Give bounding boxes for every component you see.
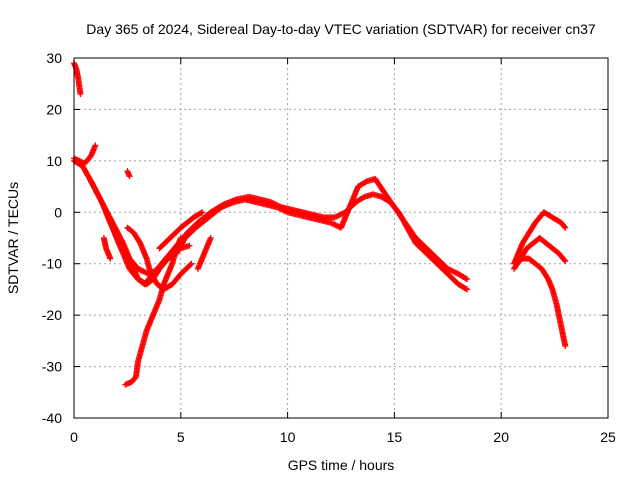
x-tick-label: 15 — [387, 429, 403, 445]
data-point — [187, 261, 194, 268]
chart-title: Day 365 of 2024, Sidereal Day-to-day VTE… — [86, 21, 596, 37]
data-point — [197, 210, 204, 217]
data-point — [207, 235, 214, 241]
y-axis-label: SDTVAR / TECUs — [5, 182, 21, 294]
data-point — [92, 142, 99, 149]
data-point — [562, 343, 569, 349]
x-tick-label: 5 — [177, 429, 185, 445]
data-point — [177, 235, 184, 241]
y-tick-label: 0 — [54, 204, 62, 220]
x-tick-label: 0 — [70, 429, 78, 445]
y-tick-label: -20 — [42, 307, 62, 323]
y-tick-label: -40 — [42, 410, 62, 426]
data-point — [199, 209, 206, 216]
y-tick-label: -10 — [42, 256, 62, 272]
data-point — [561, 257, 568, 264]
data-point — [561, 223, 568, 230]
data-point — [126, 173, 133, 180]
y-tick-label: -30 — [42, 359, 62, 375]
data-point — [186, 242, 193, 249]
data-points — [71, 60, 569, 388]
y-tick-label: 10 — [46, 153, 62, 169]
data-point — [464, 286, 471, 293]
x-tick-label: 25 — [600, 429, 616, 445]
data-point — [188, 260, 195, 267]
axes: 0 5 10 15 20 25 -40 -30 -20 -10 0 10 20 30 — [42, 50, 616, 445]
data-point — [462, 275, 469, 282]
data-point — [464, 276, 471, 283]
y-tick-label: 20 — [46, 101, 62, 117]
data-point — [77, 91, 84, 97]
x-tick-label: 10 — [280, 429, 296, 445]
plot-frame — [73, 57, 609, 419]
y-tick-label: 30 — [46, 50, 62, 66]
data-point — [562, 258, 569, 265]
x-tick-label: 20 — [493, 429, 509, 445]
data-point — [107, 255, 114, 262]
data-point — [562, 224, 569, 231]
x-axis-label: GPS time / hours — [288, 457, 395, 473]
data-point — [462, 285, 469, 292]
